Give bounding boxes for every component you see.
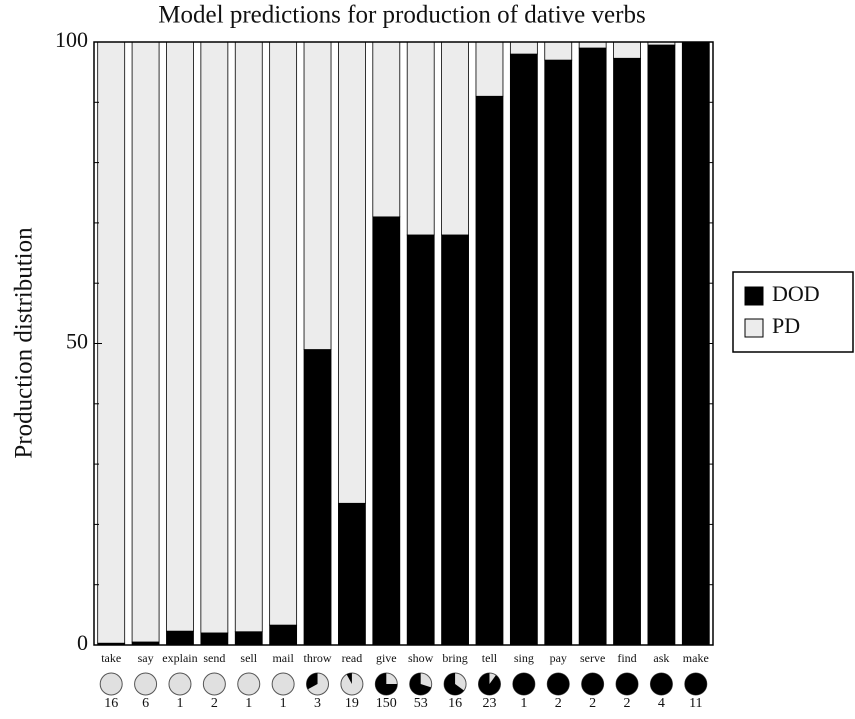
x-tick-label: sell <box>240 651 257 665</box>
bar-segment <box>166 41 194 632</box>
legend-swatch <box>744 318 764 338</box>
count-label: 1 <box>520 696 527 711</box>
x-tick-label: bring <box>442 651 467 665</box>
observed-pie <box>581 673 604 695</box>
chart-title: Model predictions for production of dati… <box>158 2 645 29</box>
count-label: 16 <box>448 696 462 711</box>
x-tick-label: tell <box>482 651 498 665</box>
observed-pie-bg <box>202 672 226 696</box>
observed-pie-bg <box>134 672 158 696</box>
bar-segment <box>613 57 641 646</box>
bar-segment <box>131 41 160 643</box>
observed-pie-bg <box>237 672 261 696</box>
x-tick-label: mail <box>272 651 294 665</box>
bar-segment <box>269 624 298 646</box>
bar-segment <box>269 41 298 626</box>
count-label: 11 <box>689 696 702 711</box>
observed-pie-bg <box>271 672 295 696</box>
x-tick-label: throw <box>304 651 332 665</box>
observed-pie <box>444 673 464 695</box>
bar-segment <box>166 630 194 646</box>
count-label: 23 <box>482 696 496 711</box>
x-tick-label: make <box>683 651 709 665</box>
bar-segment <box>372 41 401 218</box>
count-label: 2 <box>211 696 218 711</box>
observed-pie-bg <box>99 672 123 696</box>
x-tick-label: pay <box>550 651 567 665</box>
y-tick-label: 100 <box>55 27 88 52</box>
observed-pie <box>375 673 398 695</box>
x-tick-label: show <box>408 651 434 665</box>
bar-segment <box>578 41 607 49</box>
legend-swatch <box>744 286 764 306</box>
bar-segment <box>97 41 126 644</box>
bar-segment <box>441 41 469 236</box>
observed-pie <box>346 673 352 684</box>
bar-segment <box>613 41 641 59</box>
bar-segment <box>200 632 229 646</box>
bar-segment <box>338 41 366 504</box>
observed-pie <box>478 673 501 696</box>
bar-segment <box>406 41 435 236</box>
count-label: 53 <box>414 696 428 711</box>
count-label: 3 <box>314 696 321 711</box>
bar-segment <box>544 41 573 61</box>
bar-segment <box>234 41 263 633</box>
bar-segment <box>544 59 573 646</box>
x-tick-label: serve <box>580 651 605 665</box>
bar-segment <box>406 234 435 646</box>
x-tick-label: take <box>101 651 121 665</box>
observed-pie <box>512 673 535 695</box>
legend-label: PD <box>772 313 800 338</box>
x-tick-label: read <box>342 651 363 665</box>
x-tick-label: ask <box>653 651 669 665</box>
bar-segment <box>234 631 263 646</box>
observed-pie <box>616 673 639 695</box>
observed-pie-bg <box>168 672 192 696</box>
observed-pie <box>650 673 673 695</box>
count-label: 2 <box>624 696 631 711</box>
y-tick-label: 50 <box>66 329 88 354</box>
count-label: 1 <box>245 696 252 711</box>
bar-segment <box>578 47 607 646</box>
x-tick-label: send <box>203 651 225 665</box>
observed-pie <box>409 673 432 695</box>
bar-segment <box>475 41 504 97</box>
bar-segment <box>372 216 401 646</box>
bar-segment <box>200 41 229 634</box>
count-label: 1 <box>280 696 287 711</box>
count-label: 1 <box>176 696 183 711</box>
count-label: 4 <box>658 696 665 711</box>
observed-pie <box>684 673 707 695</box>
x-tick-label: give <box>376 651 397 665</box>
x-tick-label: find <box>617 651 636 665</box>
bar-segment <box>647 44 676 646</box>
bar-segment <box>338 502 366 646</box>
bar-segment <box>441 234 469 646</box>
x-tick-label: explain <box>162 651 197 665</box>
count-label: 150 <box>376 696 397 711</box>
count-label: 2 <box>555 696 562 711</box>
bar-segment <box>303 349 332 646</box>
y-axis-label: Production distribution <box>11 227 38 459</box>
bar-segment <box>509 41 538 55</box>
legend-box <box>732 271 854 353</box>
count-label: 2 <box>589 696 596 711</box>
y-tick-label: 0 <box>77 630 88 655</box>
count-label: 6 <box>142 696 149 711</box>
bar-segment <box>475 95 504 646</box>
observed-pie <box>306 673 318 690</box>
bar-segment <box>509 53 538 646</box>
count-label: 19 <box>345 696 359 711</box>
observed-pie <box>547 673 570 695</box>
bar-segment <box>303 41 332 350</box>
x-tick-label: say <box>138 651 154 665</box>
count-label: 16 <box>104 696 118 711</box>
x-tick-label: sing <box>514 651 534 665</box>
legend-label: DOD <box>772 281 820 306</box>
bar-segment <box>681 41 710 646</box>
